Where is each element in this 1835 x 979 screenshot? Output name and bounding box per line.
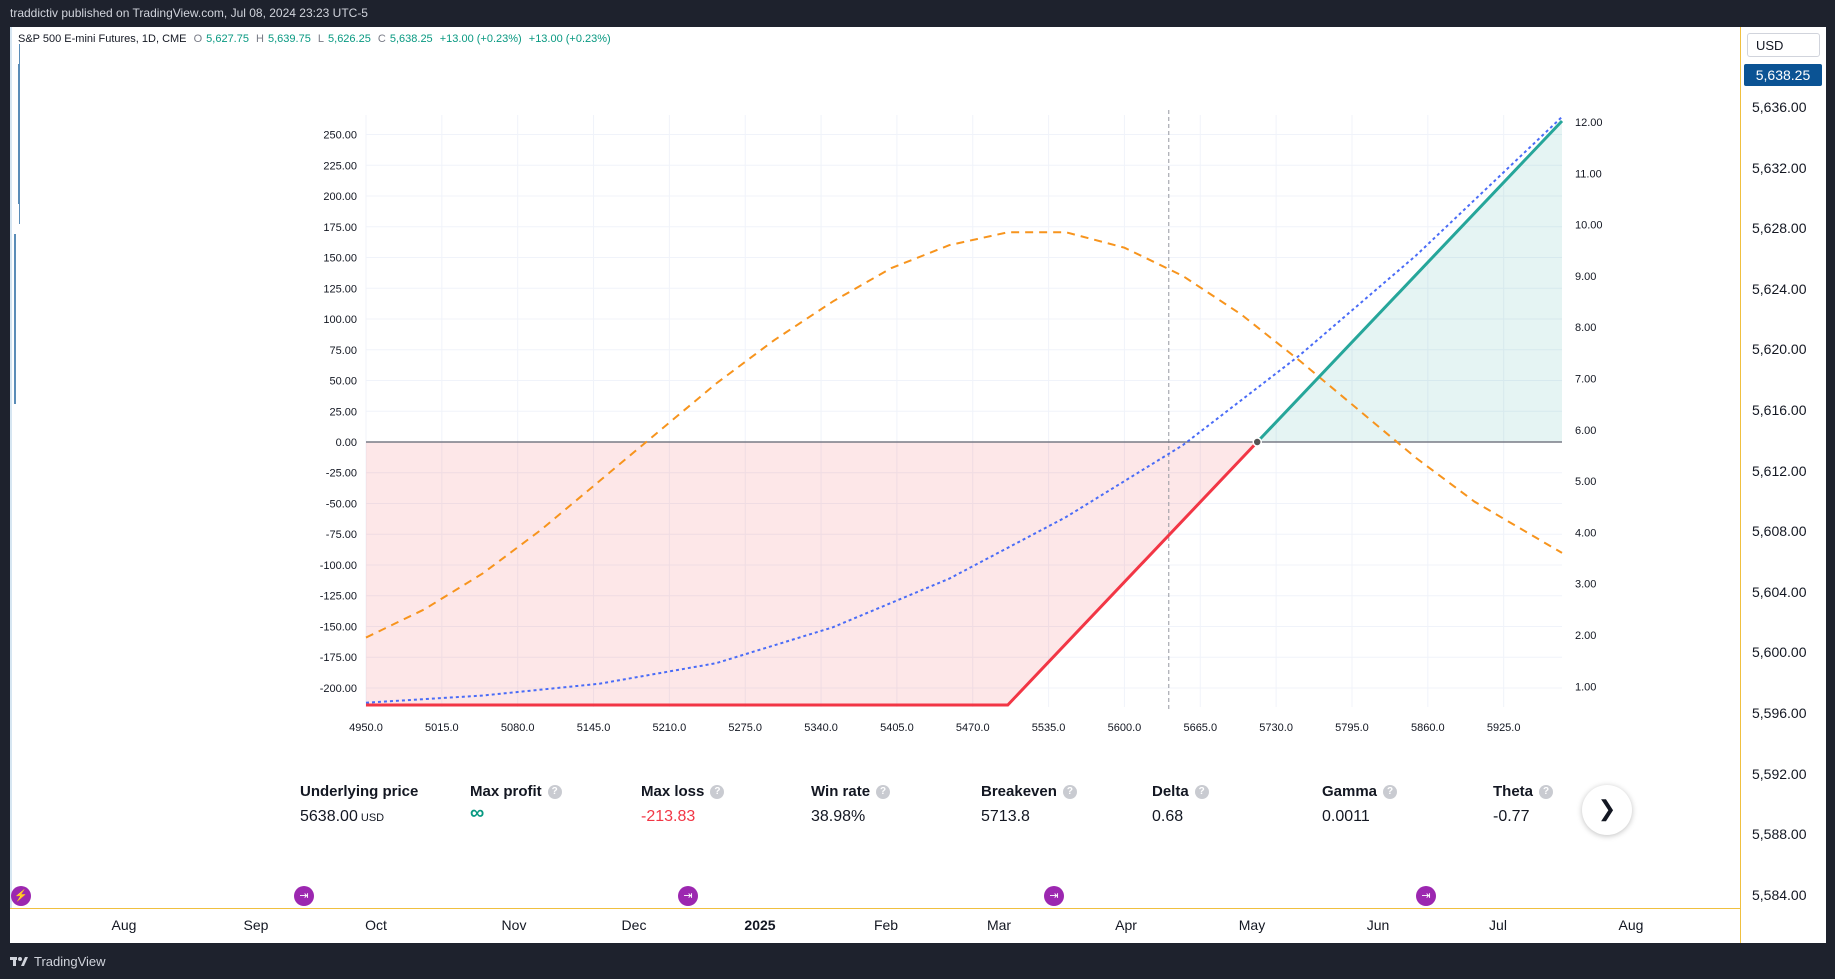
open-value: 5,627.75 [206, 33, 249, 45]
time-label: Dec [621, 917, 647, 933]
price-tick: 5,620.00 [1752, 341, 1807, 358]
change-percent: +13.00 (+0.23%) [528, 33, 611, 45]
time-label: Feb [873, 917, 899, 933]
stat-label: Underlying price [300, 783, 419, 800]
stat-label: Theta? [1493, 783, 1554, 800]
left-scale-line [10, 27, 12, 943]
candle-2 [14, 234, 16, 404]
close-value: 5,638.25 [389, 33, 433, 45]
stat-max-profit: Max profit? ∞ [470, 783, 562, 825]
high-value: 5,639.75 [268, 33, 311, 45]
publish-info: traddictiv published on TradingView.com,… [10, 6, 368, 20]
low-label: L [317, 33, 325, 45]
help-icon[interactable]: ? [876, 784, 891, 799]
time-axis[interactable] [10, 908, 1740, 944]
stat-max-loss: Max loss? -213.83 [641, 783, 725, 826]
time-label: Sep [243, 917, 269, 933]
help-icon[interactable]: ? [1383, 784, 1398, 799]
stat-label: Max profit? [470, 783, 562, 800]
next-button[interactable]: ❯ [1582, 785, 1632, 835]
high-label: H [256, 33, 264, 45]
price-tick: 5,628.00 [1752, 220, 1807, 237]
price-tick: 5,596.00 [1752, 705, 1807, 721]
stat-value: 5638.00 USD [300, 808, 385, 825]
earnings-event-icon[interactable]: ⚡ [11, 886, 31, 906]
footer-bar: TradingView [0, 943, 1835, 979]
strategy-stats: Underlying price 5638.00 USD Max profit? ∞ M… [300, 783, 1554, 833]
open-label: O [193, 33, 203, 45]
stat-breakeven: Breakeven? 5713.8 [981, 783, 1077, 826]
stat-underlying-price: Underlying price 5638.00 USD [300, 783, 418, 826]
stat-value: ∞ [470, 802, 485, 824]
footer-brand: TradingView [34, 953, 106, 969]
time-label: Mar [986, 917, 1012, 933]
price-tick: 5,588.00 [1752, 826, 1807, 843]
stat-theta: Theta? -0.77 [1493, 783, 1554, 826]
symbol-legend: S&P 500 E-mini Futures, 1D, CME O 5,627.7… [18, 33, 615, 45]
price-tick: 5,616.00 [1752, 402, 1807, 418]
change-value: +13.00 (+0.23%) [439, 33, 522, 45]
time-label: Oct [365, 917, 387, 933]
price-tick: 5,592.00 [1752, 765, 1807, 782]
help-icon[interactable]: ? [547, 784, 562, 799]
currency-selector[interactable]: USD [1747, 33, 1820, 57]
stat-label: Delta? [1152, 783, 1209, 800]
price-tick: 5,600.00 [1752, 644, 1807, 661]
tradingview-logo-icon [10, 957, 28, 966]
time-label: May [1238, 917, 1266, 933]
dividend-event-icon-4[interactable]: ⇥ [1416, 886, 1436, 906]
help-icon[interactable]: ? [1539, 784, 1554, 799]
help-icon[interactable]: ? [1062, 784, 1077, 799]
help-icon[interactable]: ? [1194, 784, 1209, 799]
price-tick: 5,584.00 [1752, 886, 1807, 903]
stat-delta: Delta? 0.68 [1152, 783, 1209, 826]
time-label: Apr [1115, 917, 1137, 933]
stat-value: -0.77 [1493, 808, 1530, 825]
stat-value: 5713.8 [981, 808, 1030, 825]
stat-label: Gamma? [1322, 783, 1398, 800]
price-tick: 5,608.00 [1752, 523, 1807, 540]
dividend-event-icon-2[interactable]: ⇥ [678, 886, 698, 906]
stat-label: Breakeven? [981, 783, 1077, 800]
candle-wick-1 [19, 44, 20, 224]
price-tick: 5,612.00 [1752, 462, 1807, 479]
price-tick: 5,604.00 [1752, 583, 1807, 600]
time-label: Aug [1618, 917, 1644, 933]
help-icon[interactable]: ? [710, 784, 725, 799]
stat-gamma: Gamma? 0.0011 [1322, 783, 1398, 826]
time-label: Aug [111, 917, 137, 933]
price-candles [14, 44, 26, 689]
last-price-label: 5,638.25 [1744, 64, 1822, 86]
close-label: C [377, 33, 386, 45]
stat-value: 38.98% [811, 808, 866, 825]
time-label: Nov [501, 917, 527, 933]
symbol-name[interactable]: S&P 500 E-mini Futures, 1D, CME [18, 33, 187, 45]
price-scale[interactable] [1740, 27, 1826, 943]
dividend-event-icon-3[interactable]: ⇥ [1044, 886, 1064, 906]
stat-value: 0.0011 [1322, 808, 1370, 825]
stat-label: Max loss? [641, 783, 725, 800]
stat-unit: USD [357, 812, 385, 824]
stat-value: -213.83 [641, 808, 696, 825]
low-value: 5,626.25 [328, 33, 371, 45]
time-label: Jun [1366, 917, 1390, 933]
stat-label: Win rate? [811, 783, 891, 800]
price-tick: 5,632.00 [1752, 159, 1807, 176]
dividend-event-icon-1[interactable]: ⇥ [294, 886, 314, 906]
price-tick: 5,636.00 [1752, 99, 1807, 115]
price-tick: 5,624.00 [1752, 280, 1807, 297]
tradingview-logo[interactable]: TradingView [10, 954, 106, 969]
time-label: Jul [1489, 917, 1507, 933]
publish-header: traddictiv published on TradingView.com,… [0, 0, 1835, 27]
candles-svg [14, 44, 20, 404]
stat-value: 0.68 [1152, 808, 1184, 825]
stat-win-rate: Win rate? 38.98% [811, 783, 891, 826]
chevron-right-icon: ❯ [1597, 796, 1617, 821]
time-label: 2025 [744, 917, 776, 933]
